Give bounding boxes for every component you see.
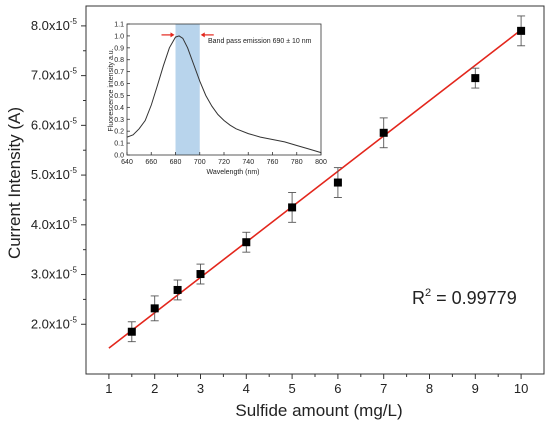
data-point — [288, 192, 297, 223]
point-marker — [242, 238, 251, 247]
inset-y-tick-label: 1.1 — [114, 22, 124, 29]
inset-y-tick-label: 0.0 — [114, 153, 124, 160]
inset-x-tick-label: 720 — [218, 159, 230, 166]
point-marker — [517, 26, 526, 35]
main-y-ticks: 2.0x10-5 3.0x10-5 4.0x10-5 5.0x10-5 6.0x10-5… — [31, 17, 86, 331]
x-tick-label: 6 — [334, 381, 341, 396]
x-tick-label: 3 — [197, 381, 204, 396]
point-marker — [471, 74, 480, 83]
inset-y-tick-label: 0.4 — [114, 105, 124, 112]
x-tick-label: 5 — [288, 381, 295, 396]
inset-y-axis-title: Fluorescence intensity a.u. — [108, 48, 115, 131]
inset-y-tick-label: 0.8 — [114, 57, 124, 64]
inset-x-tick-label: 740 — [242, 159, 254, 166]
inset-x-tick-label: 660 — [145, 159, 157, 166]
inset-x-tick-label: 700 — [194, 159, 206, 166]
point-marker — [333, 178, 342, 187]
data-point — [333, 167, 342, 198]
x-tick-label: 2 — [151, 381, 158, 396]
point-marker — [127, 327, 136, 336]
r2-exponent: 2 — [425, 287, 431, 299]
inset-x-axis-title: Wavelength (nm) — [206, 169, 259, 176]
y-tick-label: 5.0x10-5 — [31, 166, 78, 182]
right-arrow-head — [200, 32, 205, 38]
x-tick-label: 4 — [243, 381, 250, 396]
x-tick-label: 10 — [514, 381, 528, 396]
inset-y-tick-label: 0.5 — [114, 93, 124, 100]
point-marker — [288, 203, 297, 212]
main-plot: 1 2 3 4 5 6 7 8 9 10 2.0x10-5 3.0x10-5 4.0x10-5 5.0x… — [5, 5, 545, 420]
inset-x-tick-label: 800 — [315, 159, 327, 166]
inset-x-tick-label: 760 — [267, 159, 279, 166]
left-arrow-head — [170, 32, 175, 38]
data-point — [379, 117, 388, 149]
inset-y-ticks: 0.0 0.1 0.2 0.3 0.4 0.5 0.6 0.7 0.8 0.9 1.0 1.1 — [114, 22, 130, 160]
inset-y-tick-label: 1.0 — [114, 33, 124, 40]
x-axis-title: Sulfide amount (mg/L) — [235, 401, 402, 420]
inset-y-tick-label: 0.3 — [114, 117, 124, 124]
y-tick-label: 3.0x10-5 — [31, 266, 78, 282]
fluorescence-curve — [126, 35, 322, 154]
main-x-ticks: 1 2 3 4 5 6 7 8 9 10 — [105, 374, 528, 396]
inset-y-tick-label: 0.2 — [114, 129, 124, 136]
y-axis-title: Current Intensity (A) — [5, 107, 24, 259]
x-tick-label: 7 — [380, 381, 387, 396]
data-point — [196, 263, 205, 285]
r2-value: = 0.99779 — [431, 288, 517, 308]
data-point — [127, 321, 136, 343]
point-marker — [379, 128, 388, 137]
x-tick-label: 1 — [105, 381, 112, 396]
point-marker — [150, 304, 159, 313]
y-tick-label: 6.0x10-5 — [31, 116, 78, 132]
x-tick-label: 9 — [472, 381, 479, 396]
data-point — [173, 279, 182, 301]
inset-x-ticks: 640 660 680 700 720 740 760 780 800 — [121, 152, 327, 166]
inset-y-tick-label: 0.6 — [114, 81, 124, 88]
inset-x-tick-label: 780 — [291, 159, 303, 166]
y-tick-label: 8.0x10-5 — [31, 17, 78, 33]
inset-y-tick-label: 0.1 — [114, 141, 124, 148]
inset-y-tick-label: 0.9 — [114, 45, 124, 52]
inset-plot: 640 660 680 700 720 740 760 780 800 0.0 0.1 0.2 0.3… — [108, 22, 327, 177]
point-marker — [173, 285, 182, 294]
inset-x-tick-label: 680 — [170, 159, 182, 166]
y-tick-label: 2.0x10-5 — [31, 315, 78, 331]
band-pass-label: Band pass emission 690 ± 10 nm — [208, 38, 312, 45]
inset-y-tick-label: 0.7 — [114, 69, 124, 76]
band-arrows — [161, 32, 214, 38]
data-point — [242, 231, 251, 253]
point-marker — [196, 270, 205, 279]
x-tick-label: 8 — [426, 381, 433, 396]
y-tick-label: 4.0x10-5 — [31, 216, 78, 232]
r-squared-annotation: R2 = 0.99779 — [412, 287, 517, 308]
data-point — [471, 67, 480, 89]
inset-x-tick-label: 640 — [121, 159, 133, 166]
r2-label: R — [412, 288, 425, 308]
data-point — [517, 15, 526, 47]
y-tick-label: 7.0x10-5 — [31, 67, 78, 83]
data-points — [127, 15, 526, 343]
band-pass-region — [175, 24, 200, 155]
data-point — [150, 295, 159, 322]
